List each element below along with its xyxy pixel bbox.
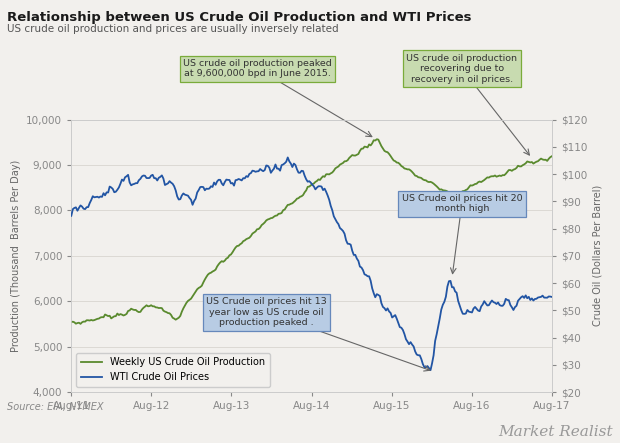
Text: US Crude oil prices hit 13
year low as US crude oil
production peaked .: US Crude oil prices hit 13 year low as U… (206, 297, 327, 327)
Legend: Weekly US Crude Oil Production, WTI Crude Oil Prices: Weekly US Crude Oil Production, WTI Crud… (76, 353, 270, 387)
Y-axis label: Crude Oil (Dollars Per Barrel): Crude Oil (Dollars Per Barrel) (593, 185, 603, 326)
Text: US crude oil production and prices are usually inversely related: US crude oil production and prices are u… (7, 24, 339, 34)
Y-axis label: Production (Thousand  Barrels Per Day): Production (Thousand Barrels Per Day) (11, 160, 20, 352)
Text: Relationship between US Crude Oil Production and WTI Prices: Relationship between US Crude Oil Produc… (7, 11, 472, 24)
Text: US Crude oil prices hit 20
month high: US Crude oil prices hit 20 month high (402, 194, 522, 214)
Text: US crude oil production
recovering due to
recovery in oil prices.: US crude oil production recovering due t… (406, 54, 518, 84)
Text: Market Realist: Market Realist (498, 424, 613, 439)
Text: Source: EIA, NYMEX: Source: EIA, NYMEX (7, 402, 104, 412)
Text: US crude oil production peaked
at 9,600,000 bpd in June 2015.: US crude oil production peaked at 9,600,… (183, 59, 332, 78)
